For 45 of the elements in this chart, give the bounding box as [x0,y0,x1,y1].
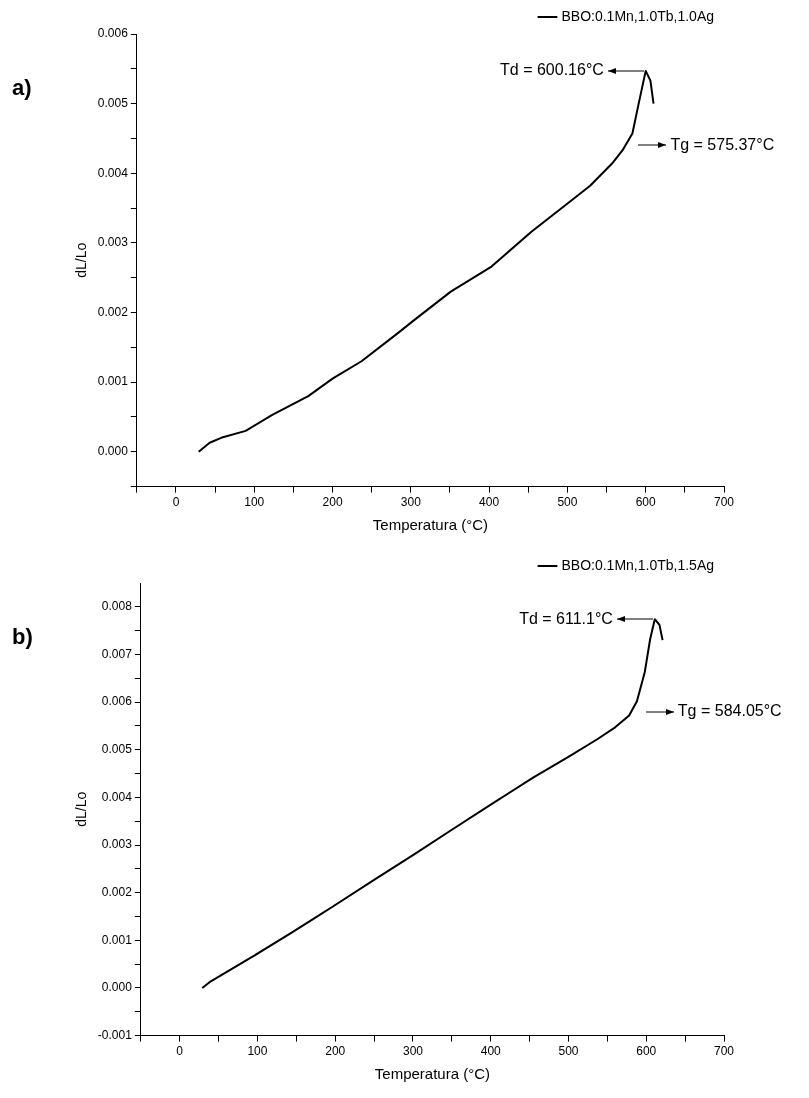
x-tick-label: 200 [325,1044,346,1059]
y-tick-label: 0.007 [101,646,133,661]
annotation: Td = 611.1°C [519,609,613,627]
y-tick-label: 0.000 [97,444,129,459]
y-tick-label: 0.002 [101,884,133,899]
y-axis-title: dL/Lo [73,791,90,827]
y-tick-label: 0.004 [101,789,133,804]
x-tick-label: 100 [244,495,265,510]
text: a) [12,75,32,101]
x-tick-label: 0 [172,495,180,510]
x-tick-label: 200 [322,495,343,510]
x-tick-label: 500 [558,1044,579,1059]
y-tick-label: 0.000 [101,980,133,995]
x-axis-title: Temperatura (°C) [374,1065,491,1083]
y-tick-label: 0.008 [101,599,133,614]
y-tick-label: 0.003 [97,235,129,250]
x-tick-label: 300 [402,1044,424,1059]
x-axis-title: Temperatura (°C) [372,516,489,534]
y-axis-title: dL/Lo [73,242,90,278]
x-tick-label: 600 [635,495,657,510]
annotation: Td = 600.16°C [500,61,604,79]
x-tick-label: 300 [400,495,422,510]
y-tick-label: 0.004 [97,165,129,180]
y-tick-label: 0.001 [97,374,129,389]
y-tick-label: -0.001 [97,1027,133,1042]
x-tick-label: 600 [636,1044,657,1059]
y-tick-label: 0.006 [97,26,129,41]
y-tick-label: 0.002 [97,304,129,319]
x-tick-label: 700 [713,1044,735,1059]
legend-label: BBO:0.1Mn,1.0Tb,1.0Ag [561,7,714,24]
y-tick-label: 0.003 [101,837,133,852]
x-tick-label: 0 [176,1044,184,1059]
text: b) [12,624,33,650]
annotation: Tg = 575.37°C [670,135,775,153]
x-tick-label: 400 [479,495,500,510]
y-tick-label: 0.005 [97,95,129,110]
x-tick-label: 700 [713,495,735,510]
x-tick-label: 100 [247,1044,268,1059]
y-tick-label: 0.006 [101,694,133,709]
x-tick-label: 500 [557,495,578,510]
y-tick-label: 0.005 [101,742,133,757]
annotation: Tg = 584.05°C [677,702,782,720]
y-tick-label: 0.001 [101,932,133,947]
legend-label: BBO:0.1Mn,1.0Tb,1.5Ag [561,556,714,573]
x-tick-label: 400 [480,1044,502,1059]
